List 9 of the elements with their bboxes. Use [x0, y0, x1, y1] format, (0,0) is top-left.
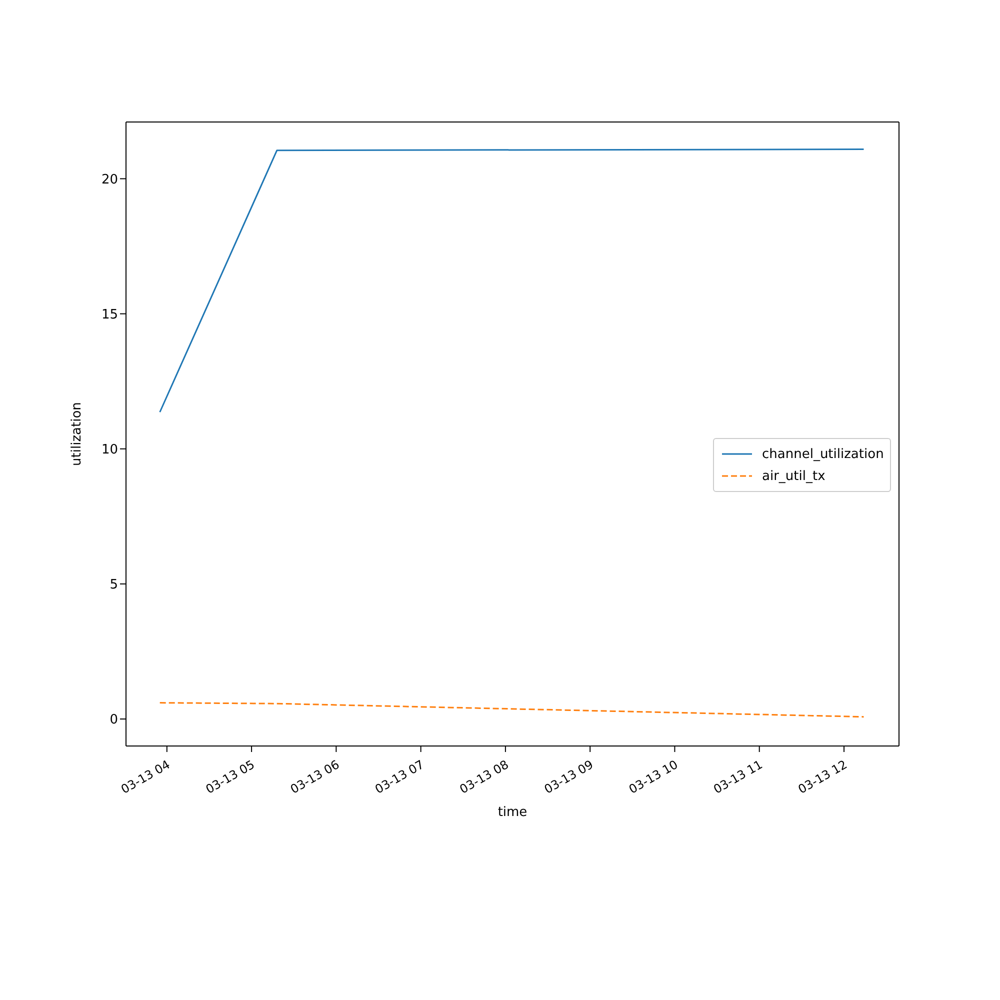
- legend-label: air_util_tx: [762, 468, 826, 484]
- y-axis-title: utilization: [70, 402, 85, 466]
- y-tick-label: 10: [101, 442, 118, 458]
- y-tick-label: 5: [110, 578, 118, 593]
- x-axis-title: time: [498, 805, 528, 820]
- legend-label: channel_utilization: [762, 446, 884, 462]
- y-tick-label: 0: [110, 712, 118, 728]
- y-tick-label: 15: [101, 307, 118, 322]
- y-tick-label: 20: [101, 172, 118, 188]
